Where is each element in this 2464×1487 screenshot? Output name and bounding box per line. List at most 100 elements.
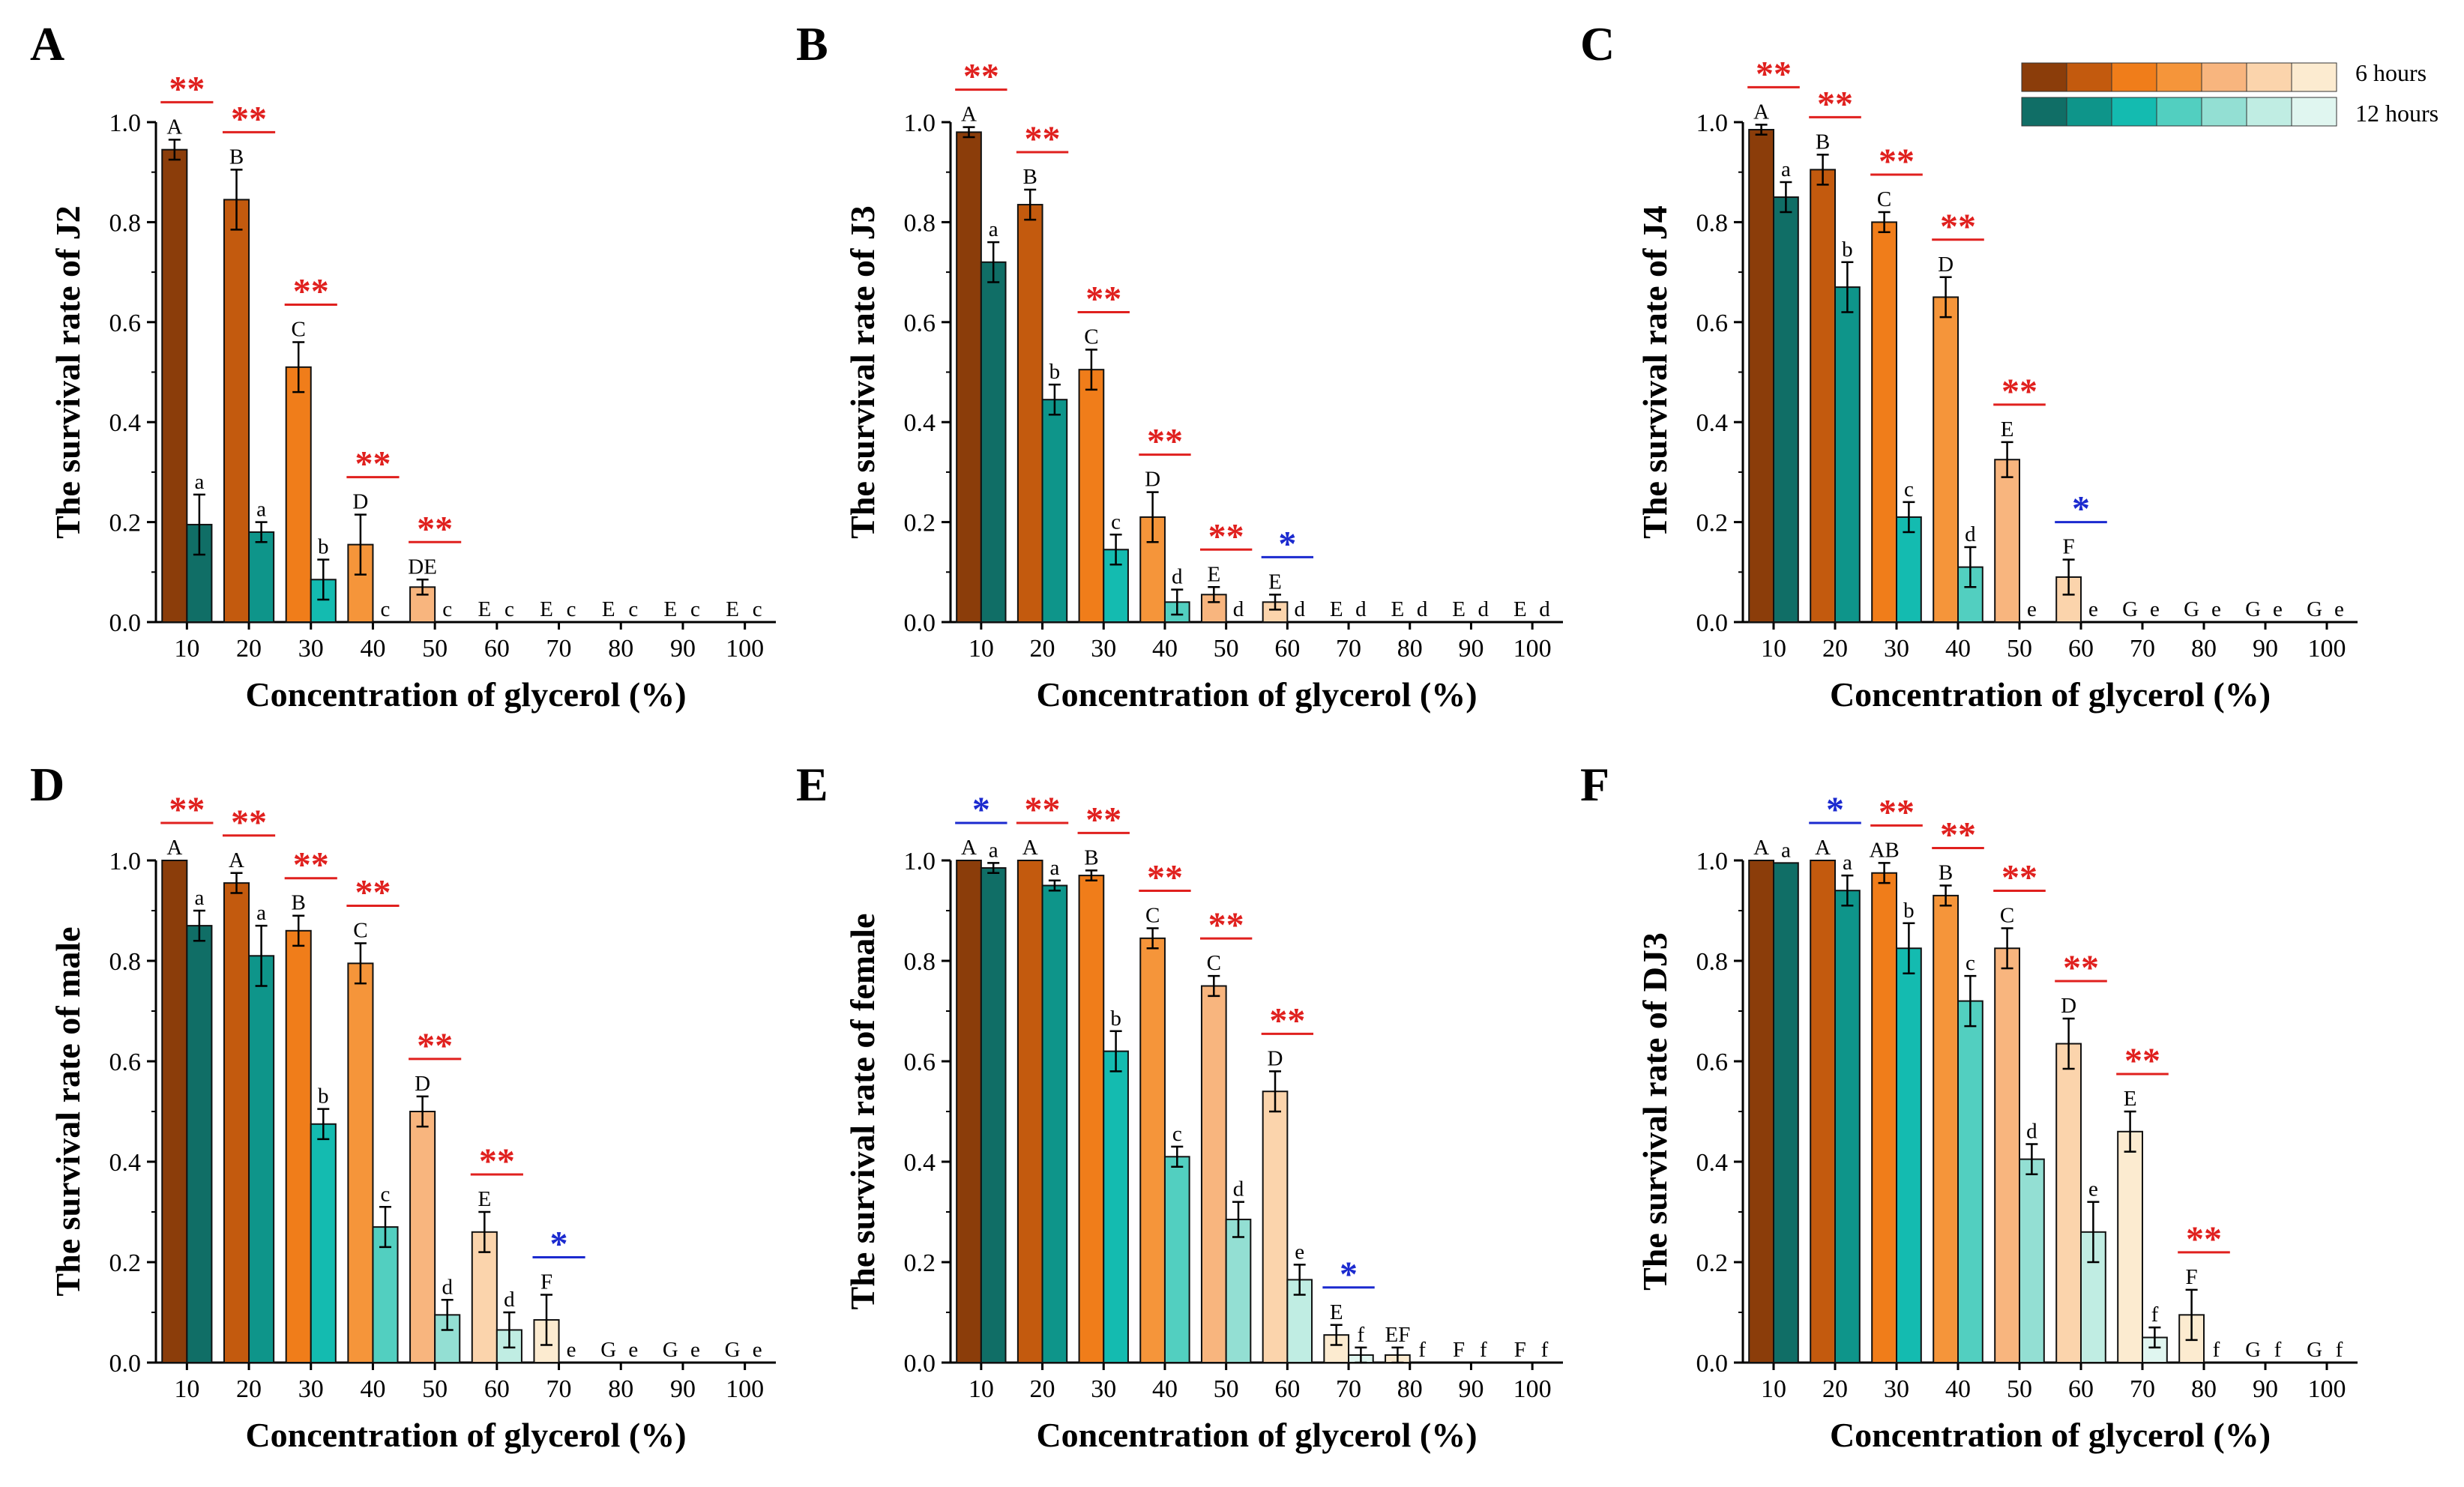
significance-marker: ** [1085, 279, 1121, 319]
significance-marker: ** [1817, 84, 1853, 124]
group-letter: e [2150, 597, 2160, 621]
legend-swatch-12h [2021, 97, 2067, 127]
group-letter: E [1330, 1300, 1343, 1324]
y-axis-title: The survival rate of male [49, 926, 87, 1296]
x-tick-label: 80 [1397, 1375, 1423, 1403]
bar-12h [980, 261, 1007, 623]
bar-12h [1103, 1050, 1129, 1363]
significance-marker: ** [293, 845, 329, 885]
group-letter: c [690, 597, 700, 621]
group-letter: D [415, 1072, 430, 1096]
group-letter: d [1539, 597, 1550, 621]
group-letter: A [961, 103, 977, 127]
significance-marker: ** [417, 509, 453, 549]
bar-6h [1139, 937, 1166, 1363]
bar-6h [1016, 860, 1043, 1363]
group-letter: e [690, 1338, 700, 1362]
y-tick-label: 0.6 [904, 1049, 936, 1076]
bar-6h [1871, 872, 1897, 1363]
x-tick-label: 80 [2191, 635, 2217, 663]
group-letter: E [1513, 597, 1527, 621]
group-letter: e [2088, 1177, 2098, 1201]
bar-12h [1957, 1000, 1983, 1363]
group-letter: a [1781, 838, 1791, 862]
bar-12h [980, 867, 1007, 1364]
x-axis-title: Concentration of glycerol (%) [1036, 1416, 1477, 1454]
y-tick-label: 0.0 [1696, 1350, 1729, 1378]
significance-marker: * [972, 790, 990, 830]
group-letter: d [1172, 565, 1183, 589]
x-tick-label: 80 [1397, 635, 1423, 663]
group-letter: e [1295, 1240, 1304, 1264]
significance-marker: ** [1940, 815, 1976, 855]
bar-12h [1834, 890, 1861, 1363]
group-letter: B [1023, 165, 1037, 189]
group-letter: D [1145, 468, 1160, 492]
group-letter: e [2088, 597, 2098, 621]
y-tick-label: 0.0 [1696, 609, 1729, 637]
y-tick-label: 0.0 [904, 609, 936, 637]
bar-6h [2117, 1130, 2143, 1364]
group-letter: d [1233, 597, 1244, 621]
panel-c: C 0.0 0.2 0.4 0.6 0.8 1.0 10 20 30 40 50 60 70 80 90 100… [1580, 17, 2358, 714]
y-tick-label: 1.0 [109, 848, 142, 875]
bar-6h [1994, 459, 2020, 623]
bar-6h [1748, 860, 1774, 1363]
y-axis-title: The survival rate of J3 [843, 205, 882, 539]
group-letter: E [2001, 417, 2014, 441]
y-axis-title: The survival rate of DJ3 [1636, 932, 1674, 1291]
x-axis-title: Concentration of glycerol (%) [245, 675, 686, 714]
x-tick-label: 100 [726, 1375, 764, 1403]
y-tick-label: 0.4 [1696, 1149, 1729, 1177]
y-tick-label: 0.0 [904, 1350, 936, 1378]
group-letter: c [628, 597, 638, 621]
x-tick-label: 40 [360, 1375, 385, 1403]
group-letter: c [504, 597, 514, 621]
x-tick-label: 10 [969, 1375, 994, 1403]
bar-6h [161, 148, 188, 623]
group-letter: F [2186, 1265, 2198, 1289]
group-letter: a [256, 901, 266, 925]
x-tick-label: 100 [1513, 635, 1552, 663]
bar-12h [1773, 862, 1799, 1363]
legend-row-12h [2021, 97, 2337, 127]
legend-swatch-6h [2246, 62, 2292, 92]
y-tick-label: 0.8 [1696, 948, 1729, 976]
x-tick-label: 100 [2308, 635, 2346, 663]
significance-marker: ** [2001, 372, 2037, 411]
group-letter: E [540, 597, 553, 621]
bar-12h [1163, 1156, 1190, 1364]
y-tick-label: 0.8 [109, 948, 142, 976]
x-tick-label: 80 [608, 1375, 633, 1403]
group-letter: f [2274, 1338, 2282, 1362]
bar-6h [1810, 169, 1836, 624]
group-letter: c [1172, 1122, 1182, 1146]
group-letter: e [2027, 597, 2037, 621]
group-letter: C [292, 317, 306, 341]
group-letter: C [353, 919, 367, 943]
legend-swatch-6h [2021, 62, 2067, 92]
bar-6h [2055, 1043, 2082, 1364]
x-tick-label: 100 [1513, 1375, 1552, 1403]
group-letter: A [166, 836, 182, 860]
legend-swatch-12h [2291, 97, 2337, 127]
group-letter: AB [1869, 838, 1899, 862]
significance-marker: ** [1756, 54, 1792, 94]
significance-marker: ** [355, 444, 391, 484]
y-tick-label: 0.8 [1696, 209, 1729, 237]
bar-12h [248, 955, 275, 1364]
group-letter: C [2000, 903, 2014, 927]
x-tick-label: 40 [360, 635, 385, 663]
bar-6h [223, 882, 250, 1363]
bar-6h [347, 962, 374, 1363]
x-axis-title: Concentration of glycerol (%) [245, 1416, 686, 1454]
panel-d: D 0.0 0.2 0.4 0.6 0.8 1.0 10 20 30 40 50 60 70 80 90 100… [30, 758, 776, 1454]
significance-marker: ** [1940, 207, 1976, 247]
x-tick-label: 60 [2068, 1375, 2094, 1403]
x-axis-title: Concentration of glycerol (%) [1830, 1416, 2271, 1454]
legend-swatch-12h [2201, 97, 2247, 127]
group-letter: d [2026, 1120, 2037, 1144]
x-tick-label: 10 [174, 635, 199, 663]
group-letter: f [2151, 1303, 2159, 1327]
group-letter: f [2336, 1338, 2343, 1362]
